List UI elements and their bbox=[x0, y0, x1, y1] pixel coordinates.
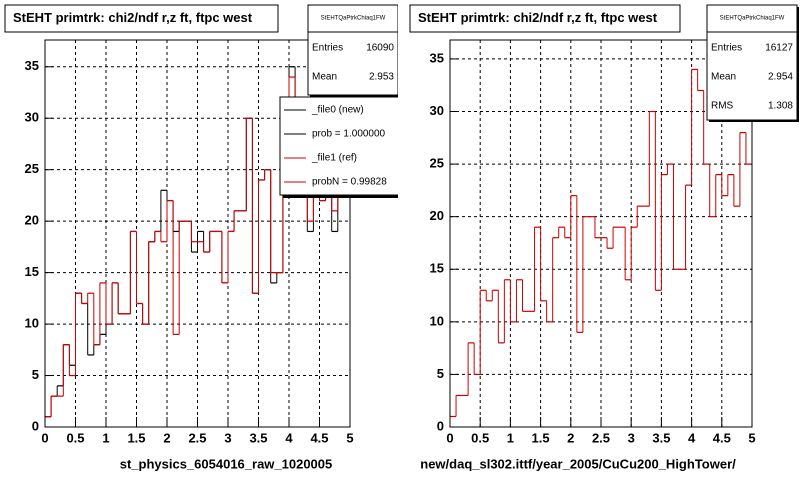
x-tick-label: 3 bbox=[628, 430, 635, 445]
y-tick-label: 10 bbox=[430, 313, 444, 328]
stats-label: RMS bbox=[711, 101, 734, 112]
stats-value: 2.953 bbox=[369, 72, 394, 83]
x-tick-label: 0.5 bbox=[471, 430, 489, 445]
stats-label: Mean bbox=[312, 72, 337, 83]
stats-title: StEHTQaPtrkChiaq1FW bbox=[321, 16, 386, 22]
panel: 0 5 10 15 20 25 30 35 0 0.5 1 1.5 2 2.5 3 3.5 4 4.5 5 st_ph… bbox=[4, 4, 398, 471]
legend-box bbox=[279, 96, 398, 196]
panel: 0 5 10 15 20 25 30 35 0 0.5 1 1.5 2 2.5 3 3.5 4 4.5 5 new/d… bbox=[409, 4, 799, 471]
x-tick-label: 5 bbox=[748, 430, 755, 445]
x-tick-label: 1 bbox=[507, 430, 514, 445]
y-tick-label: 0 bbox=[437, 418, 444, 433]
x-axis-label: new/daq_sl302.ittf/year_2005/CuCu200_Hig… bbox=[420, 456, 736, 471]
x-axis-label: st_physics_6054016_raw_1020005 bbox=[120, 456, 333, 471]
y-tick-label: 20 bbox=[25, 213, 39, 228]
x-tick-label: 0 bbox=[41, 430, 48, 445]
x-tick-label: 2.5 bbox=[592, 430, 610, 445]
plot-border bbox=[44, 39, 351, 428]
legend-entry: _file0 (new) bbox=[311, 105, 364, 116]
x-tick-label: 2 bbox=[567, 430, 574, 445]
stats-box bbox=[307, 4, 398, 96]
stats-label: Mean bbox=[711, 72, 736, 83]
y-tick-label: 35 bbox=[430, 50, 444, 65]
chart-title: StEHT primtrk: chi2/ndf r,z ft, ftpc wes… bbox=[418, 10, 658, 25]
x-tick-label: 2.5 bbox=[188, 430, 206, 445]
y-tick-label: 30 bbox=[25, 110, 39, 125]
y-tick-label: 20 bbox=[430, 208, 444, 223]
title-box bbox=[409, 4, 681, 33]
legend-annotation: probN = 0.99828 bbox=[312, 177, 387, 188]
chart-title: StEHT primtrk: chi2/ndf r,z ft, ftpc wes… bbox=[13, 10, 253, 25]
legend-entry: _file1 (ref) bbox=[311, 153, 357, 164]
x-tick-label: 5 bbox=[346, 430, 353, 445]
x-tick-label: 3.5 bbox=[249, 430, 267, 445]
stats-value: 16090 bbox=[366, 43, 394, 54]
stats-box bbox=[706, 4, 798, 121]
x-tick-label: 4 bbox=[285, 430, 293, 445]
y-tick-label: 0 bbox=[32, 418, 39, 433]
x-tick-label: 4 bbox=[688, 430, 696, 445]
y-tick-label: 25 bbox=[430, 156, 444, 171]
x-tick-label: 1.5 bbox=[127, 430, 145, 445]
stats-value: 16127 bbox=[765, 43, 793, 54]
y-tick-label: 5 bbox=[32, 367, 39, 382]
y-tick-label: 15 bbox=[430, 261, 444, 276]
stats-value: 1.308 bbox=[768, 101, 793, 112]
x-tick-label: 4.5 bbox=[713, 430, 731, 445]
y-tick-label: 30 bbox=[430, 103, 444, 118]
y-tick-label: 25 bbox=[25, 161, 39, 176]
stats-value: 2.954 bbox=[768, 72, 793, 83]
x-tick-label: 3.5 bbox=[652, 430, 670, 445]
title-box bbox=[4, 4, 279, 33]
x-tick-label: 4.5 bbox=[310, 430, 328, 445]
y-tick-label: 15 bbox=[25, 264, 39, 279]
x-tick-label: 0.5 bbox=[66, 430, 84, 445]
x-tick-label: 3 bbox=[224, 430, 231, 445]
x-tick-label: 2 bbox=[163, 430, 170, 445]
legend-annotation: prob = 1.000000 bbox=[312, 129, 386, 140]
x-tick-label: 1.5 bbox=[532, 430, 550, 445]
y-tick-label: 35 bbox=[25, 58, 39, 73]
stats-label: Entries bbox=[312, 43, 343, 54]
y-tick-label: 5 bbox=[437, 366, 444, 381]
stats-label: Entries bbox=[711, 43, 742, 54]
stats-title: StEHTQaPtrkChiaq1FW bbox=[720, 16, 785, 22]
x-tick-label: 1 bbox=[102, 430, 109, 445]
plot-border bbox=[449, 39, 753, 428]
y-tick-label: 10 bbox=[25, 316, 39, 331]
x-tick-label: 0 bbox=[446, 430, 453, 445]
